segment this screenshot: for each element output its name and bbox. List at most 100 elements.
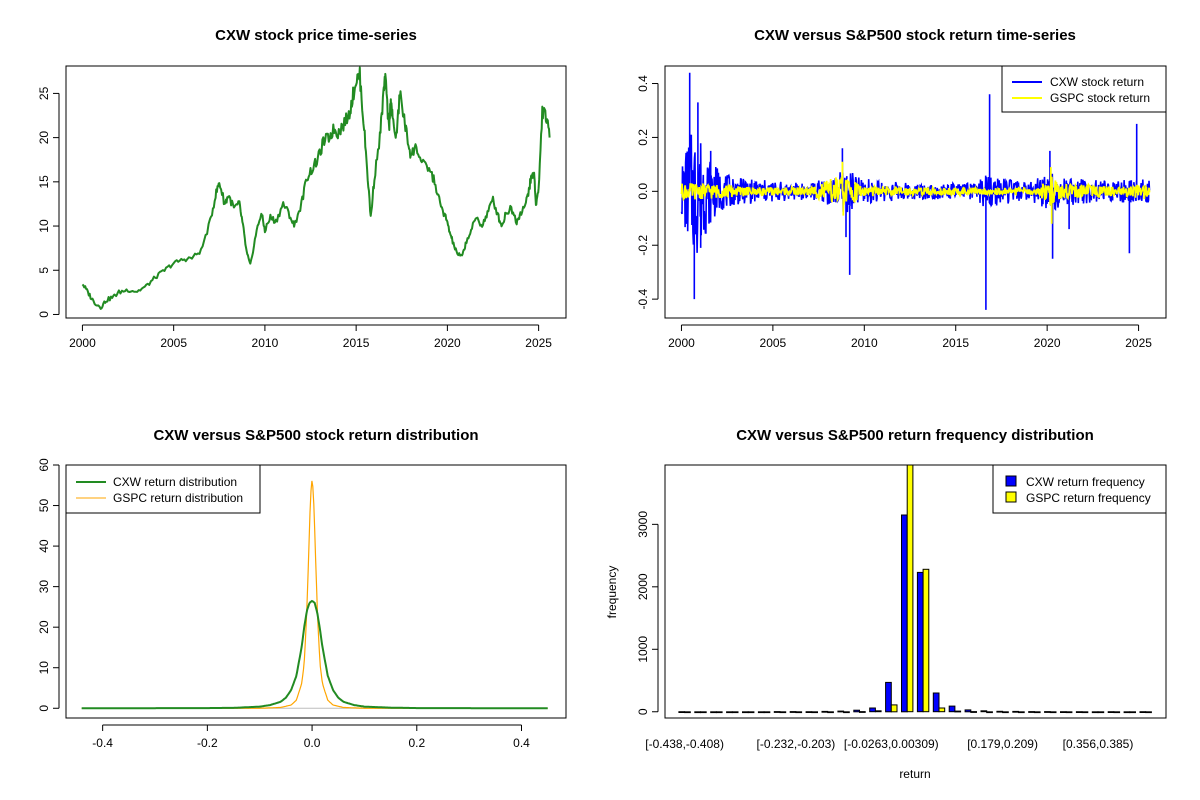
panel3-legend-box: [65, 464, 261, 514]
x-tick-label: 2005: [160, 336, 187, 350]
legend-label-cxw-return: CXW stock return: [1050, 75, 1144, 89]
gspc-frequency-bar: [1049, 711, 1057, 714]
y-tick-label: 40: [37, 539, 51, 553]
cxw-frequency-bar: [964, 709, 972, 713]
legend-label-gspc-freq: GSPC return frequency: [1026, 491, 1151, 505]
y-tick-label: -0.4: [636, 288, 650, 309]
panel2-legend-box: [1001, 65, 1167, 113]
panel1-title: CXW stock price time-series: [215, 27, 417, 44]
y-tick-label: 60: [37, 458, 51, 472]
cxw-return-line: [680, 72, 1151, 310]
x-category-label: [-0.0263,0.00309): [844, 737, 939, 751]
gspc-frequency-bar: [859, 711, 866, 713]
gspc-frequency-bar: [874, 710, 882, 713]
cxw-frequency-bar: [757, 711, 765, 714]
panel4-title: CXW versus S&P500 return frequency distr…: [736, 427, 1094, 444]
panel2-legend: CXW stock return GSPC stock return: [1001, 65, 1167, 113]
panel4-legend: CXW return frequency GSPC return frequen…: [992, 464, 1167, 514]
gspc-frequency-bar: [938, 707, 946, 713]
cxw-frequency-bar: [932, 692, 940, 713]
gspc-frequency-bar: [890, 704, 898, 713]
cxw-frequency-bar: [1060, 711, 1067, 714]
x-tick-label: 2010: [252, 336, 279, 350]
gspc-frequency-bar: [1018, 711, 1025, 714]
y-tick-label: 0: [636, 708, 650, 715]
x-tick-label: 2000: [668, 336, 695, 350]
panel2-frame: [664, 65, 1167, 319]
cxw-frequency-bar: [1075, 711, 1083, 714]
cxw-frequency-bar: [726, 711, 733, 714]
gspc-frequency-bar: [986, 711, 993, 714]
cxw-frequency-bar: [1123, 711, 1131, 714]
y-tick-label: 20: [37, 620, 51, 634]
cxw-frequency-bar: [837, 710, 845, 713]
cxw-price-line: [81, 66, 551, 310]
y-tick-label: 0.4: [636, 75, 650, 92]
gspc-return-line: [680, 161, 1151, 224]
legend-label-gspc-return: GSPC stock return: [1050, 91, 1150, 105]
x-tick-label: 0.2: [408, 736, 425, 750]
panel2-plot: 2000 2005 2010 2015 2020 2025 -0.4 -0.2 0.0 0.2 0.…: [636, 65, 1167, 350]
panel4-ylabel: frequency: [605, 566, 619, 619]
x-tick-label: -0.2: [197, 736, 218, 750]
y-tick-label: 25: [37, 86, 51, 100]
gspc-frequency-bar: [954, 710, 962, 713]
gspc-frequency-bar: [747, 711, 755, 714]
x-tick-label: -0.4: [92, 736, 113, 750]
gspc-frequency-bar: [843, 711, 850, 714]
panel3-frame: [65, 464, 567, 719]
cxw-frequency-bar: [1091, 711, 1099, 714]
x-tick-label: 2020: [434, 336, 461, 350]
gspc-frequency-bar: [731, 711, 739, 714]
gspc-frequency-bar: [1002, 711, 1009, 714]
y-tick-label: 50: [37, 499, 51, 513]
legend-label-cxw-freq: CXW return frequency: [1026, 475, 1145, 489]
y-tick-label: 5: [37, 267, 51, 274]
gspc-frequency-bar: [1129, 711, 1137, 714]
y-tick-label: 2000: [636, 573, 650, 600]
panel3-legend: CXW return distribution GSPC return dist…: [65, 464, 261, 514]
gspc-density-line: [81, 480, 548, 709]
y-tick-label: 30: [37, 580, 51, 594]
y-tick-label: 0: [37, 705, 51, 712]
cxw-frequency-bar: [1044, 711, 1051, 713]
y-tick-label: -0.2: [636, 235, 650, 256]
legend-label-cxw-dist: CXW return distribution: [113, 475, 237, 489]
cxw-frequency-bar: [885, 681, 892, 713]
panel3-title: CXW versus S&P500 stock return distribut…: [153, 427, 478, 444]
panel4-plot: 0 1000 2000 3000 [-0.438,-0.408) [-0.232,-0.2…: [605, 464, 1167, 781]
x-category-label: [-0.232,-0.203): [757, 737, 836, 751]
panel1-frame: [65, 65, 567, 319]
cxw-frequency-bar: [1012, 710, 1019, 713]
panel4-frame: [664, 464, 1167, 719]
x-tick-label: 0.4: [513, 736, 530, 750]
x-category-label: [0.356,0.385): [1063, 737, 1134, 751]
panel4-legend-box: [992, 464, 1167, 514]
x-tick-label: 2025: [1125, 336, 1152, 350]
panel2-title: CXW versus S&P500 stock return time-seri…: [754, 27, 1076, 44]
x-tick-label: 2020: [1034, 336, 1061, 350]
x-tick-label: 0.0: [304, 736, 321, 750]
cxw-frequency-bar: [869, 707, 876, 713]
x-tick-label: 2025: [525, 336, 552, 350]
gspc-frequency-bar: [700, 711, 707, 714]
legend-swatch-cxw-freq: [1005, 475, 1017, 487]
gspc-frequency-bar: [1081, 711, 1089, 714]
cxw-frequency-bar: [916, 571, 924, 713]
y-tick-label: 20: [37, 131, 51, 145]
cxw-frequency-bar: [821, 710, 829, 713]
x-tick-label: 2005: [760, 336, 787, 350]
gspc-frequency-bar: [1113, 711, 1121, 714]
y-tick-label: 3000: [636, 511, 650, 538]
gspc-frequency-bar: [827, 711, 834, 714]
cxw-frequency-bar: [980, 710, 988, 713]
gspc-frequency-bar: [779, 711, 787, 714]
gspc-frequency-bar: [684, 711, 691, 714]
cxw-frequency-bar: [948, 705, 956, 713]
cxw-frequency-bar: [853, 709, 860, 713]
cxw-frequency-bar: [1107, 711, 1115, 714]
cxw-density-line: [81, 599, 548, 710]
x-tick-label: 2000: [69, 336, 96, 350]
